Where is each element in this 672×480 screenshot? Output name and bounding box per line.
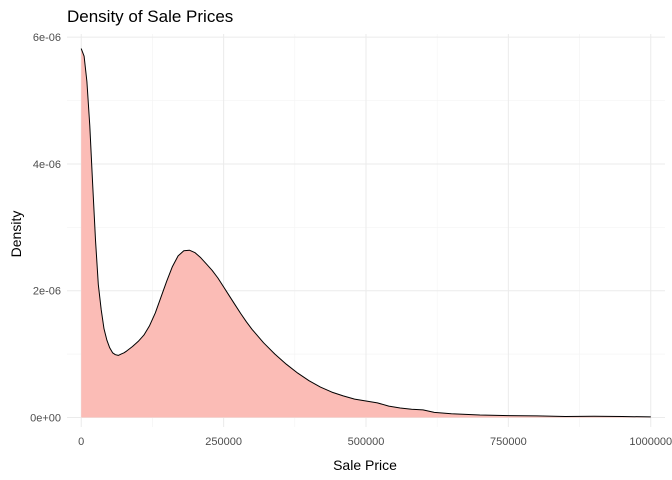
x-tick-label: 0 [78, 436, 84, 448]
x-tick-label: 1000000 [629, 436, 672, 448]
y-axis-title: Density [8, 211, 24, 258]
x-tick-label: 750000 [490, 436, 527, 448]
y-tick-label: 6e-06 [33, 32, 61, 44]
x-axis-title: Sale Price [333, 457, 397, 473]
x-axis-ticks: 0 250000 500000 750000 1000000 [78, 436, 672, 448]
x-tick-label: 500000 [348, 436, 385, 448]
y-tick-label: 4e-06 [33, 159, 61, 171]
y-axis-ticks: 0e+00 2e-06 4e-06 6e-06 [30, 32, 61, 424]
chart-title: Density of Sale Prices [67, 7, 233, 26]
density-area [80, 48, 651, 418]
y-tick-label: 0e+00 [30, 412, 61, 424]
y-tick-label: 2e-06 [33, 286, 61, 298]
density-fill [81, 48, 651, 418]
x-tick-label: 250000 [205, 436, 242, 448]
density-curve [80, 48, 651, 418]
